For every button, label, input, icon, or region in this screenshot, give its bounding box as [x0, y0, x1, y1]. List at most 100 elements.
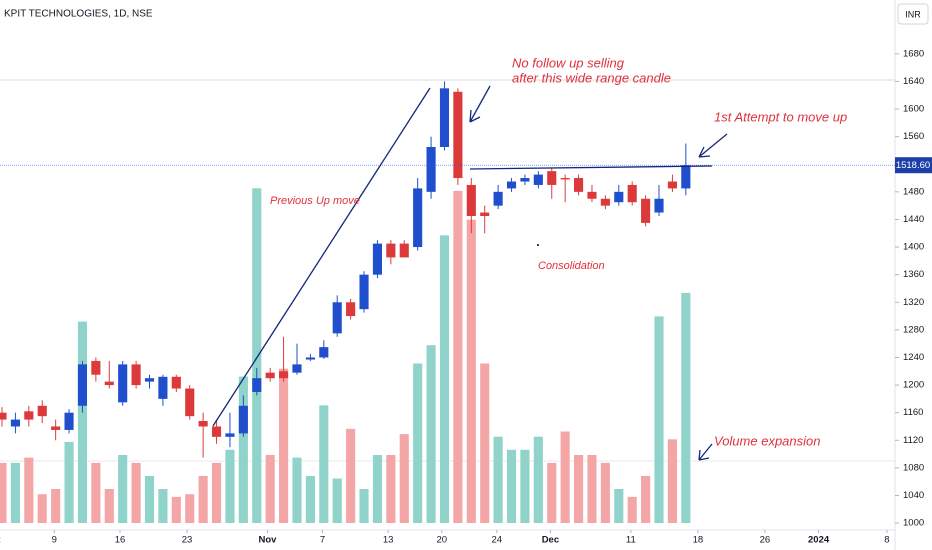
volume-bar — [118, 455, 128, 523]
volume-bar — [587, 455, 597, 523]
volume-bar — [480, 363, 490, 523]
y-tick-label: 1080 — [903, 462, 924, 473]
candle-body — [24, 411, 34, 420]
candle-body — [305, 357, 315, 360]
candle-body — [386, 243, 396, 258]
candle-body — [547, 171, 557, 185]
volume-bar — [279, 368, 289, 523]
y-tick-label: 1320 — [903, 297, 924, 308]
candle-body — [681, 165, 691, 189]
volume-bar — [238, 376, 248, 523]
volume-bar — [332, 478, 342, 523]
x-tick-label: 11 — [626, 535, 636, 546]
x-tick-label: Nov — [259, 535, 278, 546]
volume-bar — [77, 321, 88, 523]
last-price-label: 1518.60 — [896, 160, 930, 171]
last-price-box — [895, 157, 932, 174]
volume-bar — [386, 455, 396, 523]
volume-bar — [305, 475, 315, 523]
y-tick-label: 1000 — [903, 518, 924, 529]
x-tick-label: Dec — [542, 535, 559, 546]
candle-body — [37, 405, 47, 417]
volume-bar — [131, 462, 141, 523]
candle-body — [198, 420, 208, 427]
volume-bar — [614, 489, 624, 523]
candle-body — [118, 364, 128, 403]
candle-body — [439, 88, 450, 147]
y-tick-label: 1680 — [903, 48, 924, 59]
candle-body — [413, 188, 423, 248]
volume-bar — [24, 457, 34, 523]
candle-body — [185, 388, 195, 417]
y-tick-label: 1280 — [903, 324, 924, 335]
candle-body — [238, 405, 248, 434]
volume-bar — [225, 449, 235, 523]
volume-bar — [667, 439, 677, 523]
candle-body — [0, 412, 7, 420]
volume-bar — [654, 316, 664, 523]
volume-bar — [211, 462, 222, 523]
y-tick-label: 1200 — [903, 380, 924, 391]
x-tick-label: 26 — [760, 535, 771, 546]
volume-bar — [198, 475, 208, 523]
x-tick-label: 13 — [383, 535, 394, 546]
candle-body — [144, 378, 155, 382]
volume-bar — [51, 489, 61, 523]
candle-body — [480, 212, 490, 217]
candle-body — [279, 371, 289, 379]
currency-box[interactable] — [897, 3, 929, 25]
candle-body — [211, 426, 222, 437]
volume-bar — [252, 188, 262, 523]
candle-body — [332, 302, 342, 334]
volume-bar — [0, 462, 7, 523]
candle-body — [372, 243, 383, 275]
resistance-line — [469, 165, 713, 170]
volume-bar — [627, 496, 637, 523]
annotation: after this wide range candle — [512, 70, 671, 85]
candle-body — [346, 302, 356, 317]
volume-bar — [413, 363, 423, 523]
trend-line — [212, 87, 431, 427]
candle-body — [399, 243, 409, 258]
volume-bar — [185, 494, 195, 523]
candle-body — [252, 378, 262, 392]
candle-body — [10, 419, 20, 427]
annotation: Previous Up move — [270, 195, 360, 207]
volume-bar — [453, 190, 463, 523]
currency[interactable]: INR — [905, 9, 921, 19]
volume-bar — [533, 436, 543, 523]
volume-bar — [641, 475, 651, 523]
candle-body — [600, 198, 610, 206]
x-tick-label: 2024 — [808, 535, 830, 546]
candle-body — [587, 191, 597, 199]
y-tick-label: 1040 — [903, 490, 924, 501]
annotation: Consolidation — [538, 260, 605, 272]
candle-body — [493, 191, 503, 206]
candle-body — [64, 412, 74, 430]
x-tick-label: 16 — [115, 535, 126, 546]
annotation: No follow up selling — [512, 55, 625, 70]
volume-bar — [506, 449, 517, 523]
volume-bar — [399, 434, 409, 523]
y-tick-label: 1600 — [903, 104, 924, 115]
volume-bar — [104, 489, 114, 523]
candle-body — [560, 178, 570, 180]
x-tick-label: 7 — [320, 535, 325, 546]
candle-body — [533, 174, 543, 185]
candle-body — [51, 426, 61, 430]
volume-bar — [346, 428, 356, 523]
x-tick-label: 18 — [693, 535, 704, 546]
y-tick-label: 1480 — [903, 186, 924, 197]
volume-bar — [64, 441, 74, 523]
annotation: Volume expansion — [714, 433, 820, 448]
volume-bar — [359, 489, 369, 523]
x-tick-label: 8 — [884, 535, 889, 546]
candle-body — [574, 178, 584, 192]
candle-body — [131, 364, 141, 386]
candle-body — [104, 381, 114, 386]
y-tick-label: 1440 — [903, 214, 924, 225]
volume-bar — [158, 489, 168, 523]
x-tick-label: 23 — [182, 535, 193, 546]
y-tick-label: 1560 — [903, 131, 924, 142]
